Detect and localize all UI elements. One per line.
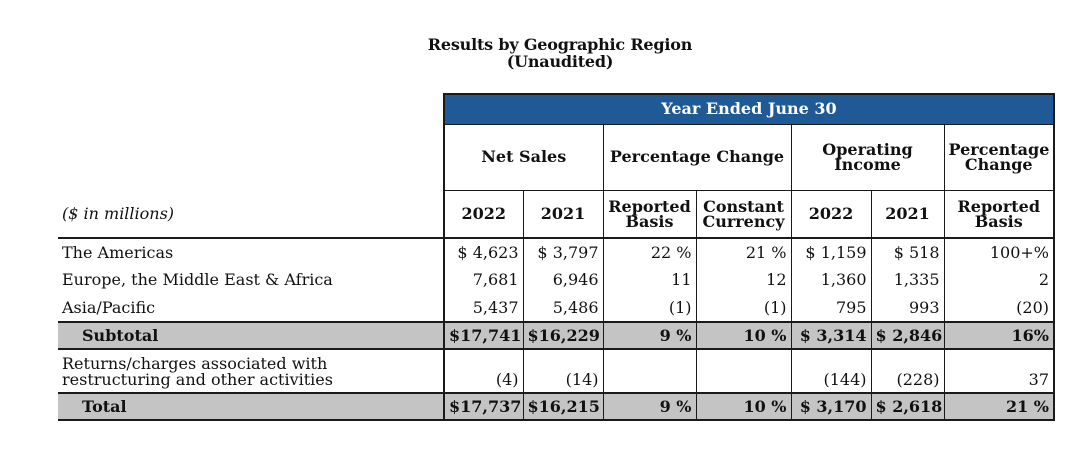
table-cell: $ 3,170 bbox=[790, 392, 872, 421]
report-title: Results by Geographic Region (Unaudited) bbox=[395, 36, 725, 70]
table-cell: $ 1,159 bbox=[790, 238, 872, 266]
table-cell: 100+% bbox=[943, 238, 1055, 266]
table-cell: $ 3,797 bbox=[522, 238, 604, 266]
table-cell: 795 bbox=[790, 294, 872, 322]
col-op-reported-basis: Reported Basis bbox=[943, 189, 1055, 239]
col-op-income-2021: 2021 bbox=[870, 189, 945, 239]
period-banner: Year Ended June 30 bbox=[443, 93, 1055, 125]
table-cell: $ 3,314 bbox=[790, 321, 872, 350]
subtotal-label: Subtotal bbox=[58, 321, 444, 350]
table-cell: $ 4,623 bbox=[443, 238, 524, 266]
geographic-results-table: Year Ended June 30 Net Sales Percentage … bbox=[58, 93, 1055, 421]
table-cell: $ 518 bbox=[870, 238, 945, 266]
table-cell: (20) bbox=[943, 294, 1055, 322]
table-row: Asia/Pacific 5,437 5,486 (1) (1) 795 993… bbox=[58, 294, 1055, 322]
table-cell bbox=[695, 349, 792, 393]
table-cell: 2 bbox=[943, 266, 1055, 294]
table-cell: 37 bbox=[943, 349, 1055, 393]
table-cell: 9 % bbox=[602, 321, 697, 350]
total-label: Total bbox=[58, 392, 444, 421]
table-cell: (1) bbox=[695, 294, 792, 322]
table-cell: $17,737 bbox=[443, 392, 524, 421]
table-cell bbox=[602, 349, 697, 393]
table-cell: 6,946 bbox=[522, 266, 604, 294]
col-reported-basis: Reported Basis bbox=[602, 189, 697, 239]
table-cell: $17,741 bbox=[443, 321, 524, 350]
table-cell: 11 bbox=[602, 266, 697, 294]
table-cell: (228) bbox=[870, 349, 945, 393]
row-label: The Americas bbox=[62, 242, 174, 262]
column-header-row: ($ in millions) 2022 2021 Reported Basis… bbox=[58, 189, 1055, 239]
table-cell: 993 bbox=[870, 294, 945, 322]
table-cell: 22 % bbox=[602, 238, 697, 266]
report-title-sub: (Unaudited) bbox=[506, 52, 614, 71]
report-title-main: Results by Geographic Region bbox=[427, 35, 693, 54]
table-cell: (1) bbox=[602, 294, 697, 322]
operating-income-header: Operating Income bbox=[790, 123, 945, 191]
table-cell: $16,215 bbox=[522, 392, 604, 421]
group-header-row: Net Sales Percentage Change Operating In… bbox=[58, 123, 1055, 191]
table-row: Europe, the Middle East & Africa 7,681 6… bbox=[58, 266, 1055, 294]
table-cell: 21 % bbox=[695, 238, 792, 266]
table-cell: 12 bbox=[695, 266, 792, 294]
table-cell: 9 % bbox=[602, 392, 697, 421]
table-cell: 5,437 bbox=[443, 294, 524, 322]
table-cell: (14) bbox=[522, 349, 604, 393]
table-cell: 21 % bbox=[943, 392, 1055, 421]
table-cell: 7,681 bbox=[443, 266, 524, 294]
table-cell: 5,486 bbox=[522, 294, 604, 322]
table-row: The Americas $ 4,623 $ 3,797 22 % 21 % $… bbox=[58, 238, 1055, 266]
table-cell: $ 2,846 bbox=[870, 321, 945, 350]
row-label: Asia/Pacific bbox=[62, 297, 156, 317]
table-cell: 1,335 bbox=[870, 266, 945, 294]
col-net-sales-2022: 2022 bbox=[443, 189, 524, 239]
total-row: Total $17,737 $16,215 9 % 10 % $ 3,170 $… bbox=[58, 392, 1055, 421]
table-cell: (4) bbox=[443, 349, 524, 393]
col-op-income-2022: 2022 bbox=[790, 189, 872, 239]
period-header-row: Year Ended June 30 bbox=[58, 93, 1055, 125]
table-cell: 10 % bbox=[695, 321, 792, 350]
table-cell: 10 % bbox=[695, 392, 792, 421]
table-cell: 1,360 bbox=[790, 266, 872, 294]
restructuring-label: Returns/charges associated with restruct… bbox=[62, 354, 333, 389]
op-pct-change-header: Percentage Change bbox=[943, 123, 1055, 191]
table-cell: $16,229 bbox=[522, 321, 604, 350]
table-cell: 16% bbox=[943, 321, 1055, 350]
units-note: ($ in millions) bbox=[58, 190, 444, 239]
col-constant-currency: Constant Currency bbox=[695, 189, 792, 239]
net-sales-header: Net Sales bbox=[443, 123, 604, 191]
restructuring-row: Returns/charges associated with restruct… bbox=[58, 349, 1055, 393]
table-cell: (144) bbox=[790, 349, 872, 393]
pct-change-header: Percentage Change bbox=[602, 123, 792, 191]
table-cell: $ 2,618 bbox=[870, 392, 945, 421]
row-label: Europe, the Middle East & Africa bbox=[62, 270, 333, 289]
subtotal-row: Subtotal $17,741 $16,229 9 % 10 % $ 3,31… bbox=[58, 321, 1055, 350]
col-net-sales-2021: 2021 bbox=[522, 189, 604, 239]
